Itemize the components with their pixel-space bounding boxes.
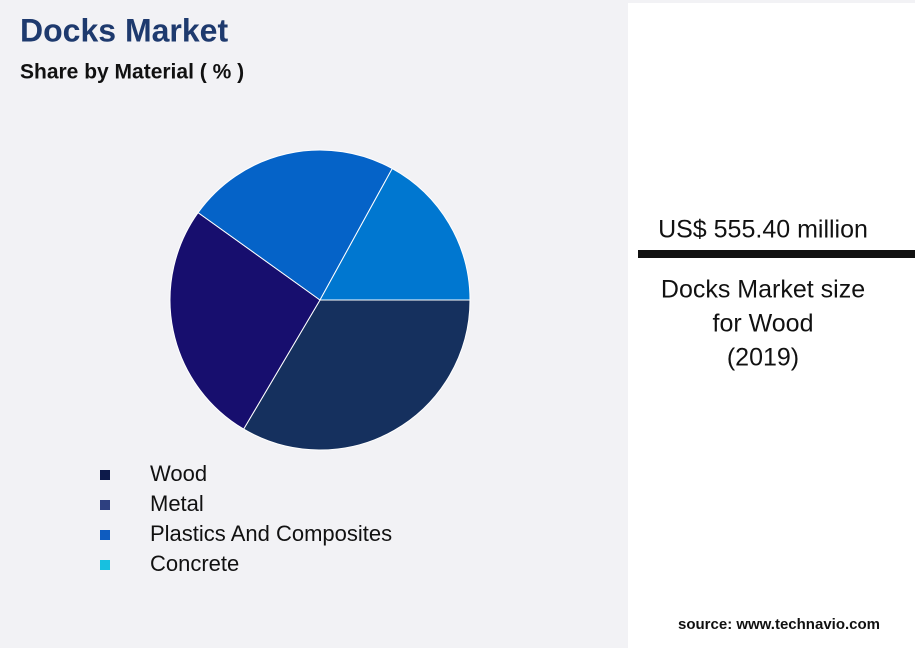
chart-title: Docks Market (20, 12, 228, 48)
pie (169, 149, 471, 451)
chart-subtitle: Share by Material ( % ) (20, 61, 244, 84)
side-panel (628, 3, 915, 648)
source: source: www.technavio.com (678, 616, 880, 633)
legend-label: Metal (150, 491, 204, 516)
legend-swatch (100, 560, 110, 570)
pie-slice (197, 149, 393, 301)
legend: Wood Metal Plastics And Composites Concrete (100, 461, 392, 576)
legend-label: Plastics And Composites (150, 521, 392, 546)
legend-swatch (100, 530, 110, 540)
pie-slice (242, 299, 471, 451)
pie-slice (169, 211, 321, 430)
legend-swatch (100, 470, 110, 480)
legend-swatch (100, 500, 110, 510)
divider (638, 250, 915, 258)
callout-value: US$ 555.40 million (658, 216, 868, 244)
callout-line: Docks Market size (661, 276, 865, 304)
pie-slice (319, 167, 471, 301)
legend-label: Concrete (150, 551, 239, 576)
callout-line: for Wood (713, 310, 814, 338)
legend-label: Wood (150, 461, 207, 486)
callout-line: (2019) (727, 344, 799, 372)
